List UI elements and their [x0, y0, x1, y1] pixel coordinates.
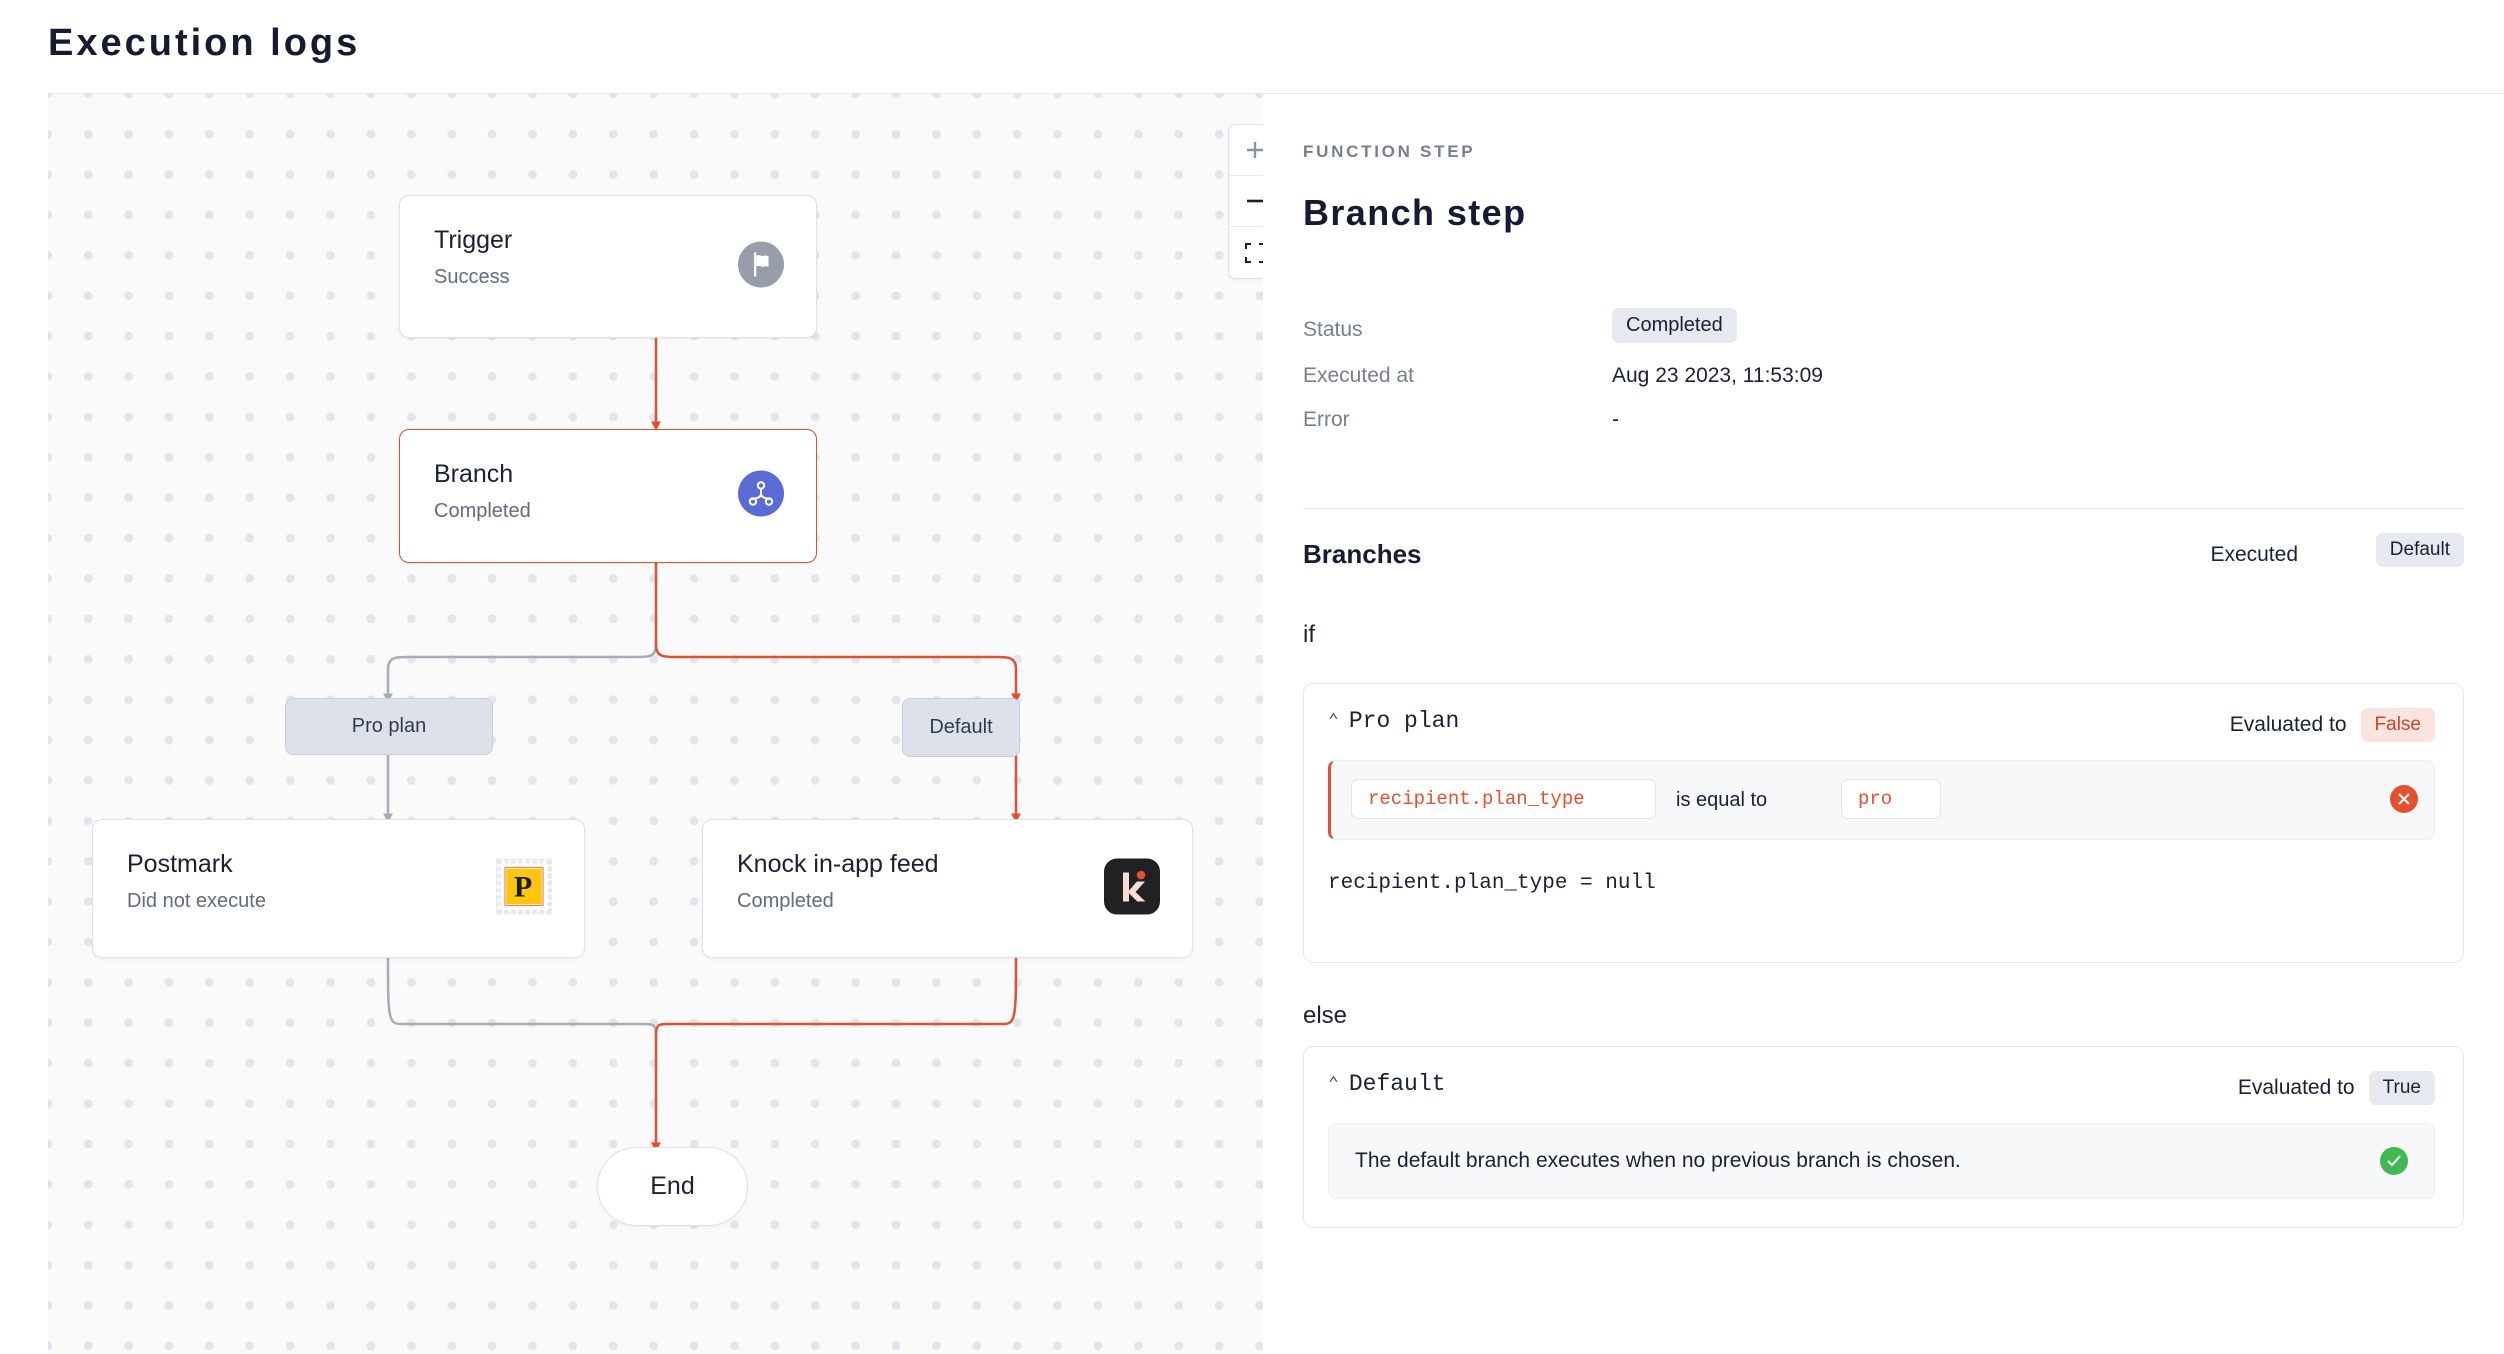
svg-text:P: P	[514, 870, 532, 903]
